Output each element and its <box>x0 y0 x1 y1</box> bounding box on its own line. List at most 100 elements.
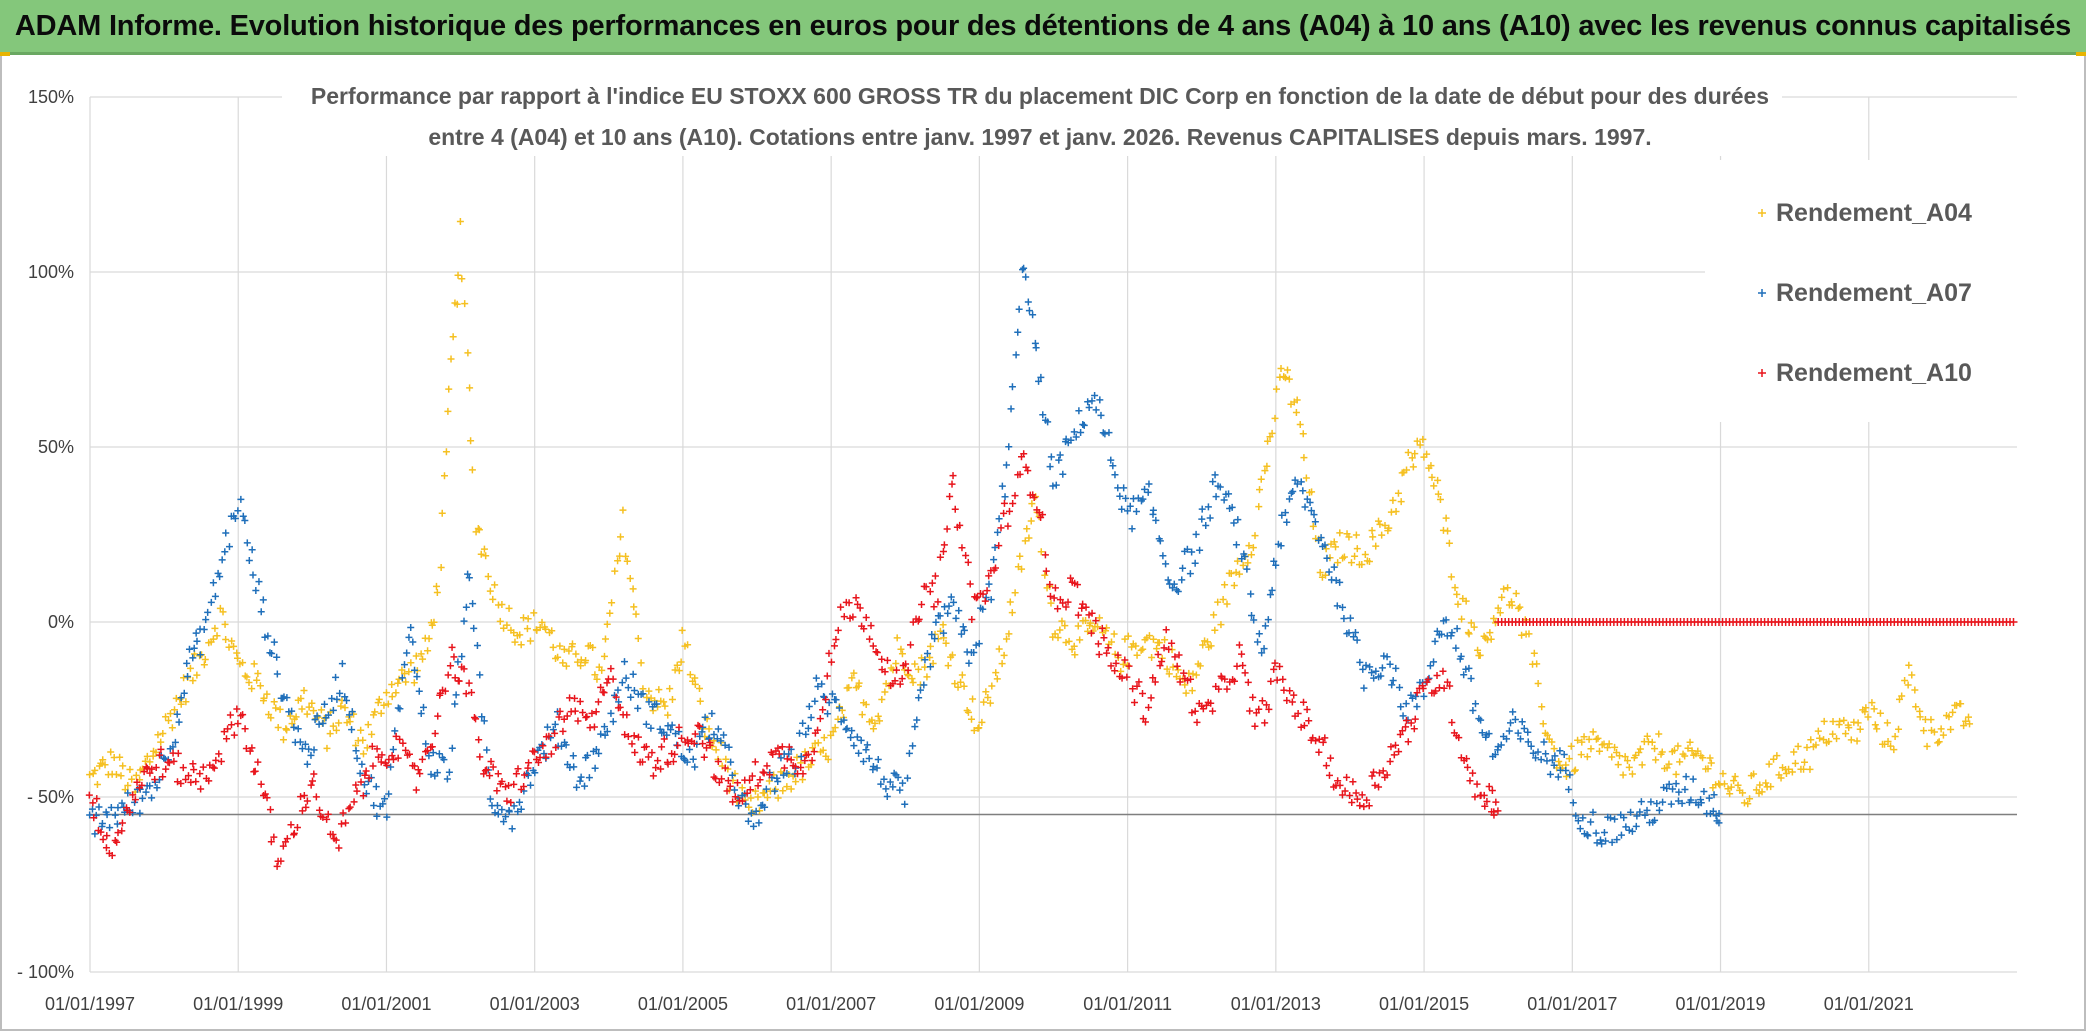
series-point <box>542 625 550 633</box>
series-point <box>1116 492 1124 500</box>
series-point <box>252 586 260 594</box>
series-point <box>217 758 225 766</box>
series-point <box>159 729 167 737</box>
series-point <box>738 797 746 805</box>
series-point <box>1094 640 1102 648</box>
series-point <box>731 786 739 794</box>
series-point <box>1216 483 1224 491</box>
series-point <box>1159 552 1167 560</box>
series-point <box>799 719 807 727</box>
series-point <box>1597 836 1604 844</box>
series-point <box>796 729 804 737</box>
series-point <box>211 624 219 632</box>
series-point <box>1181 681 1189 689</box>
series-point <box>614 557 622 565</box>
series-point <box>505 604 513 612</box>
series-point <box>1020 264 1028 272</box>
series-point <box>1527 742 1535 750</box>
series-point <box>1315 735 1323 743</box>
series-point <box>225 643 233 651</box>
series-point <box>1103 649 1111 657</box>
series-point <box>384 700 392 708</box>
series-point <box>1643 806 1651 814</box>
series-point <box>876 717 884 725</box>
series-point <box>1074 622 1082 630</box>
series-point <box>231 514 239 522</box>
series-point <box>928 631 936 639</box>
series-point <box>1494 604 1502 612</box>
series-point <box>1133 651 1141 659</box>
series-point <box>197 785 205 793</box>
series-point <box>192 778 200 786</box>
series-point <box>822 696 830 704</box>
series-point <box>940 541 948 549</box>
series-point <box>1427 462 1435 470</box>
series-point <box>1672 770 1680 778</box>
series-point <box>1024 298 1032 306</box>
series-point <box>310 707 318 715</box>
y-tick-label: - 50% <box>27 787 74 807</box>
series-point <box>171 706 179 714</box>
series-point <box>783 783 791 791</box>
series-point <box>165 759 173 767</box>
series-point <box>207 598 215 606</box>
series-point <box>190 644 198 652</box>
series-point <box>486 587 494 595</box>
series-point <box>1139 645 1147 653</box>
series-point <box>339 809 347 817</box>
series-point <box>1870 705 1878 713</box>
series-point <box>1524 728 1532 736</box>
series-point <box>1934 739 1942 747</box>
series-point <box>1663 764 1671 772</box>
series-point <box>1151 678 1159 686</box>
series-point <box>911 723 919 731</box>
series-point <box>1247 590 1255 598</box>
series-point <box>690 739 698 747</box>
series-point <box>973 593 981 601</box>
series-point <box>1537 756 1545 764</box>
series-point <box>119 762 127 770</box>
series-point <box>230 731 238 739</box>
series-point <box>1616 752 1624 760</box>
series-point <box>1505 727 1513 735</box>
series-point <box>456 217 464 225</box>
series-point <box>1303 706 1311 714</box>
series-point <box>618 679 626 687</box>
series-point <box>780 764 788 772</box>
series-point <box>691 680 699 688</box>
series-point <box>1669 785 1677 793</box>
series-point <box>1158 658 1166 666</box>
series-point <box>1056 451 1064 459</box>
series-point <box>268 649 276 657</box>
series-point <box>785 743 793 751</box>
series-point <box>1388 681 1396 689</box>
series-point <box>1271 659 1279 667</box>
series-point <box>1659 798 1667 806</box>
series-point <box>1836 717 1844 725</box>
series-point <box>470 624 478 632</box>
series-point <box>138 781 146 789</box>
series-point <box>93 781 101 789</box>
series-point <box>168 724 176 732</box>
series-point <box>1432 687 1440 695</box>
series-point <box>467 437 475 445</box>
series-point <box>1008 383 1016 391</box>
series-point <box>622 552 630 560</box>
series-point <box>1577 751 1585 759</box>
series-point <box>359 736 367 744</box>
series-point <box>1015 305 1023 313</box>
series-point <box>571 694 579 702</box>
series-point <box>1311 518 1319 526</box>
series-point <box>987 596 995 604</box>
series-point <box>985 572 993 580</box>
series-point <box>960 626 968 634</box>
series-point <box>1268 429 1276 437</box>
series-point <box>1129 685 1137 693</box>
series-point <box>1392 664 1400 672</box>
series-point <box>1210 611 1218 619</box>
series-point <box>1518 718 1526 726</box>
series-point <box>282 725 290 733</box>
series-point <box>1270 557 1278 565</box>
series-point <box>1085 403 1093 411</box>
series-point <box>684 641 692 649</box>
